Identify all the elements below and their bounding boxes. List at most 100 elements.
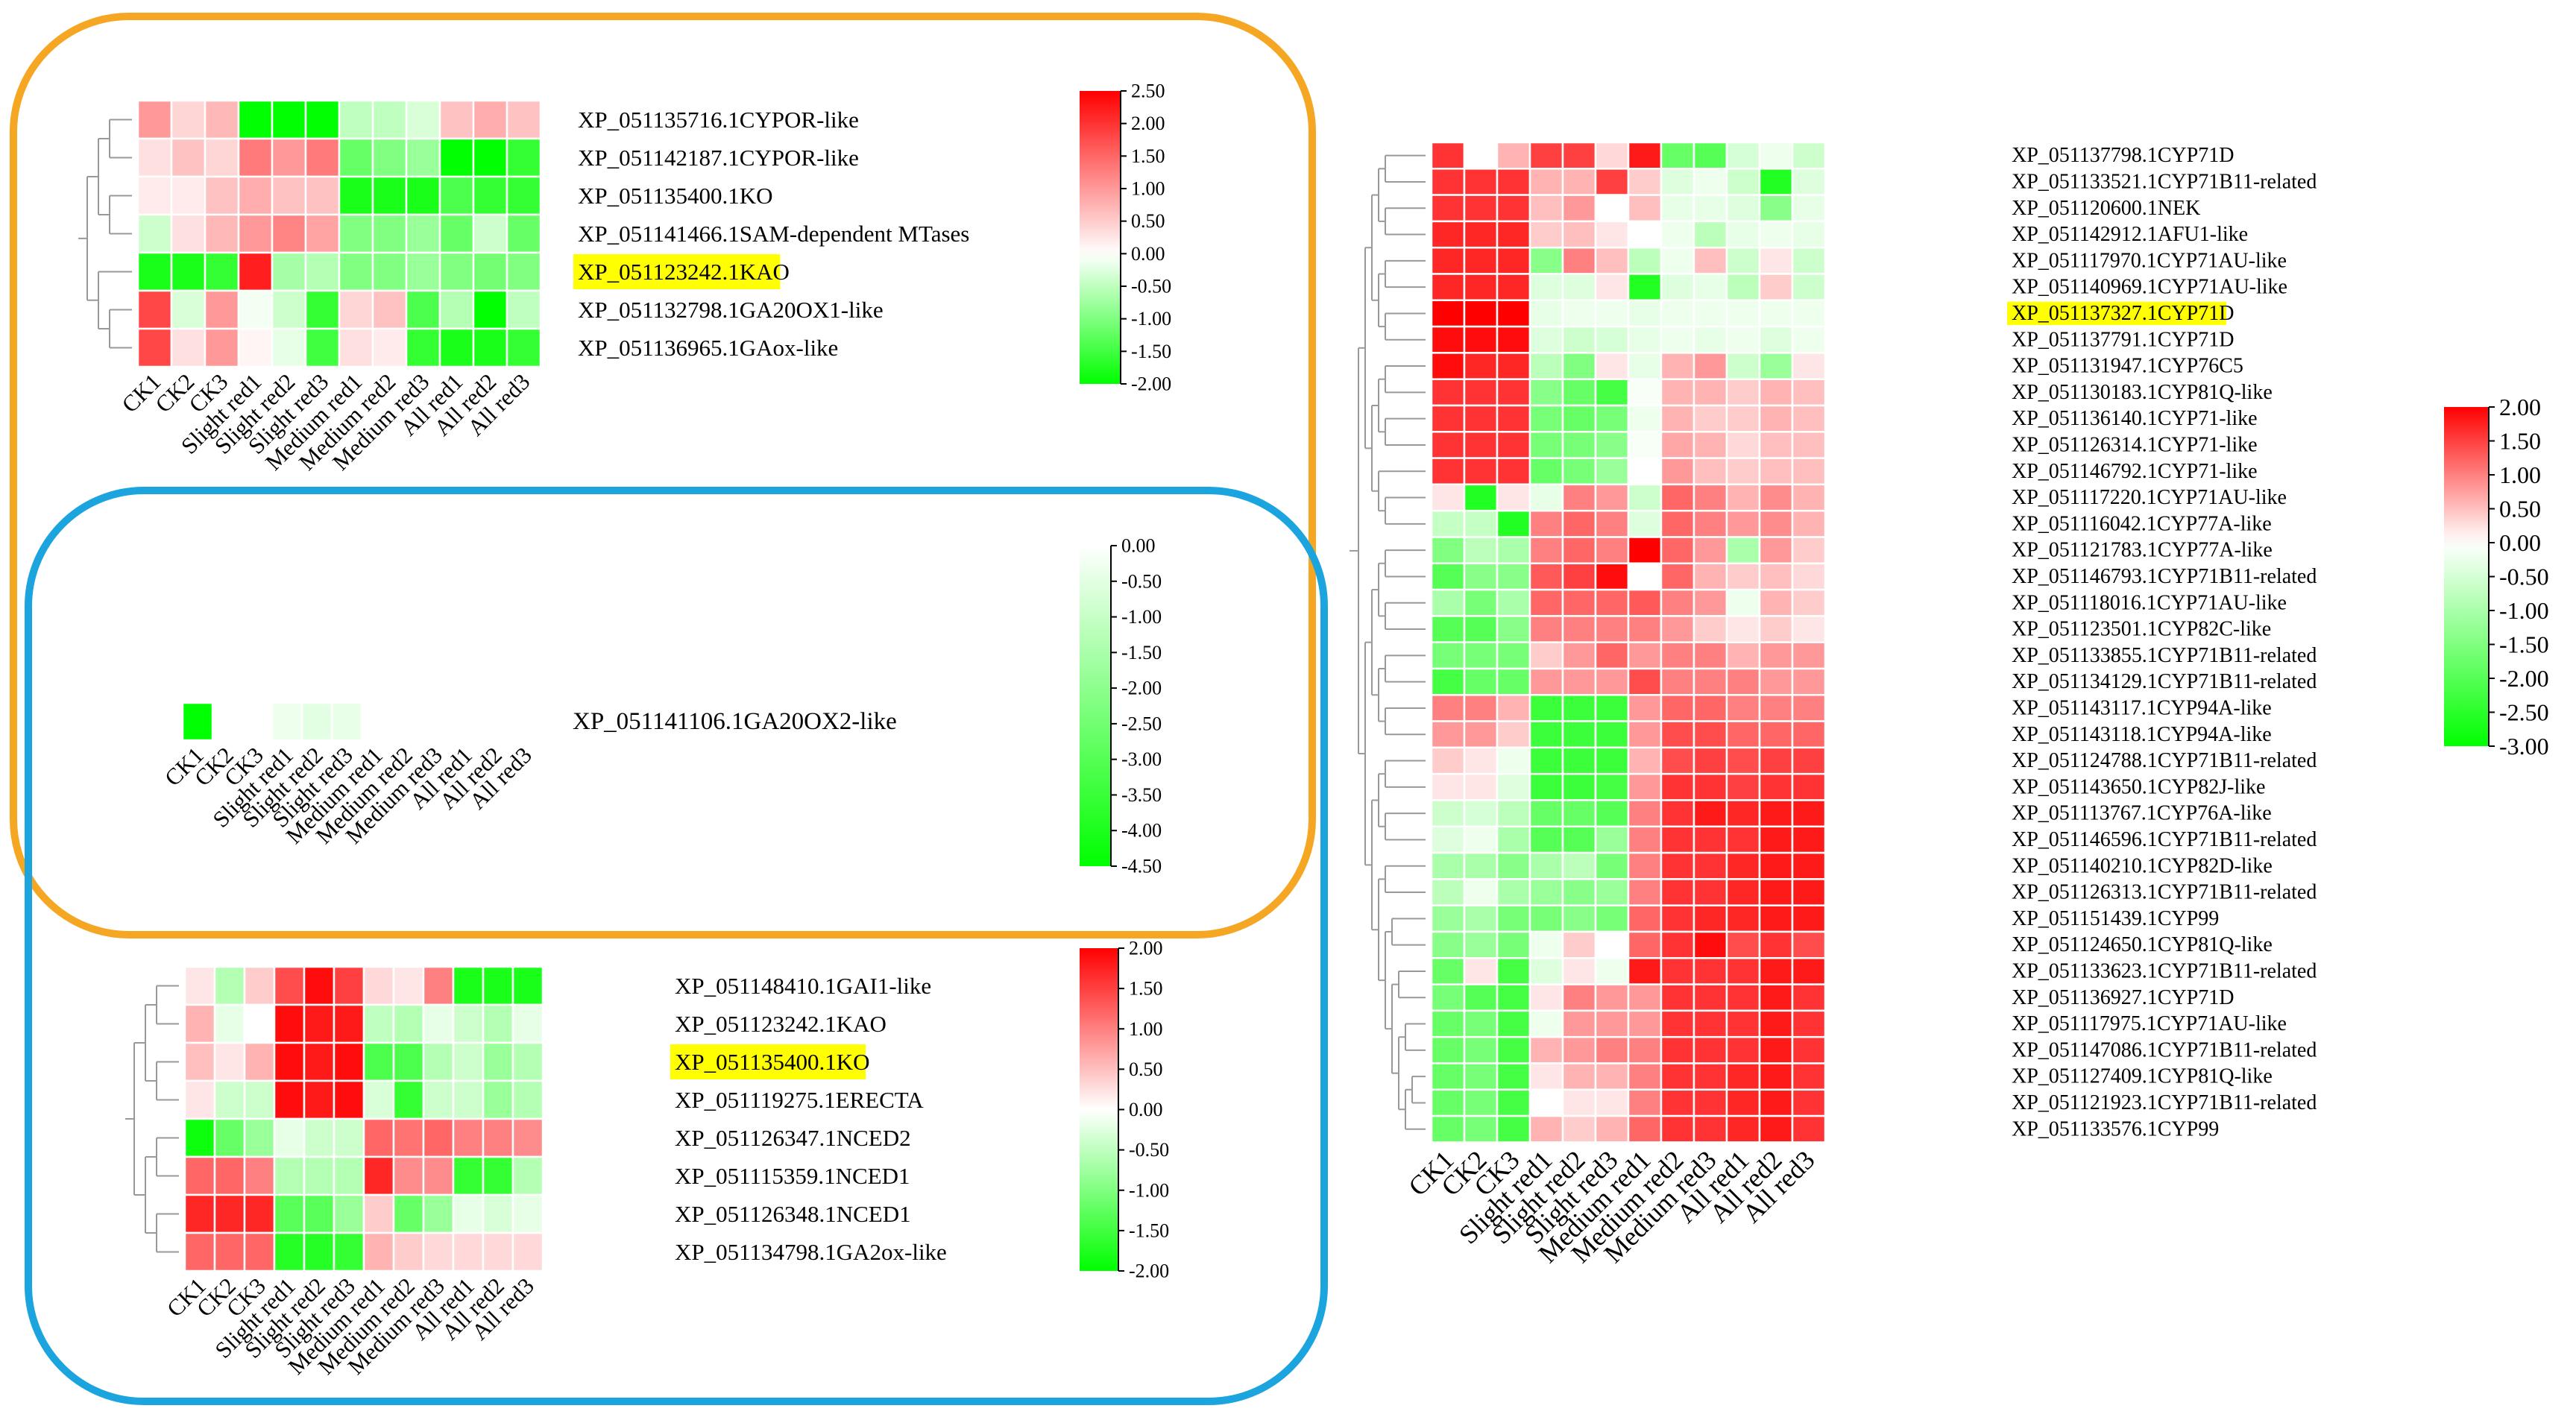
- row-label: XP_051140969.1CYP71AU-like: [2012, 276, 2287, 299]
- heatmap-cell: [1594, 536, 1630, 565]
- row-label: XP_051117975.1CYP71AU-like: [2012, 1012, 2287, 1035]
- heatmap-cell: [1496, 299, 1531, 328]
- heatmap-cell: [1561, 325, 1597, 354]
- heatmap-cell: [1430, 746, 1466, 775]
- row-label: XP_051123242.1KAO: [578, 259, 790, 285]
- heatmap-cell: [1561, 720, 1597, 749]
- color-scale-tick-label: -3.50: [1121, 784, 1162, 806]
- heatmap-cell: [1430, 509, 1466, 538]
- heatmap-cell: [1528, 352, 1564, 380]
- heatmap-cell: [1725, 325, 1761, 354]
- heatmap-cell: [136, 289, 173, 330]
- heatmap-cell: [452, 1041, 485, 1082]
- row-label: XP_051130183.1CYP81Q-like: [2012, 381, 2273, 404]
- color-scale-tick-label: 2.50: [1131, 81, 1165, 102]
- heatmap-cell: [1791, 325, 1827, 354]
- heatmap-cell: [1594, 1009, 1630, 1038]
- heatmap-cell: [1528, 378, 1564, 407]
- heatmap-cell: [183, 1117, 216, 1158]
- heatmap-cell: [1692, 246, 1728, 275]
- heatmap-cell: [1528, 720, 1564, 749]
- heatmap-cell: [1692, 694, 1728, 722]
- heatmap-cell: [1725, 509, 1761, 538]
- heatmap-cell: [1627, 536, 1663, 565]
- heatmap-cell: [1791, 299, 1827, 328]
- heatmap-cell: [371, 137, 408, 178]
- heatmap-cell: [1660, 1035, 1695, 1064]
- heatmap-cell: [1627, 851, 1663, 880]
- heatmap-cell: [1496, 1088, 1531, 1117]
- heatmap-cell: [1758, 588, 1794, 617]
- heatmap-cell: [1660, 772, 1695, 801]
- heatmap-cell: [1758, 562, 1794, 591]
- heatmap-cell: [482, 1079, 514, 1120]
- heatmap-cell: [1692, 431, 1728, 459]
- heatmap-cell: [1463, 378, 1499, 407]
- heatmap-cell: [1725, 772, 1761, 801]
- heatmap-cell: [1528, 1088, 1564, 1117]
- heatmap-cell: [1496, 483, 1531, 512]
- heatmap-cell: [452, 1155, 485, 1196]
- heatmap-cell: [1430, 1035, 1466, 1064]
- heatmap-cell: [1660, 1114, 1695, 1143]
- heatmap-cell: [1791, 483, 1827, 512]
- heatmap-cell: [1430, 1062, 1466, 1091]
- heatmap-cell: [1692, 1035, 1728, 1064]
- heatmap-cell: [506, 175, 542, 216]
- heatmap-cell: [1758, 431, 1794, 459]
- heatmap-cell: [1660, 431, 1695, 459]
- heatmap-cell: [1463, 957, 1499, 985]
- color-scale-tick-label: -1.00: [1131, 308, 1171, 329]
- heatmap-cell: [271, 137, 307, 178]
- heatmap-cell: [1692, 483, 1728, 512]
- heatmap-cell: [1430, 957, 1466, 985]
- heatmap-cell: [271, 213, 307, 254]
- heatmap-cell: [338, 213, 374, 254]
- heatmap-cell: [1528, 246, 1564, 275]
- heatmap-cell: [1627, 483, 1663, 512]
- heatmap-cell: [1528, 851, 1564, 880]
- heatmap-cell: [1627, 720, 1663, 749]
- row-label: XP_051118016.1CYP71AU-like: [2012, 591, 2287, 614]
- heatmap-cell: [338, 99, 374, 140]
- color-scale-tick-label: -1.50: [1131, 341, 1171, 362]
- heatmap-cell: [482, 1117, 514, 1158]
- heatmap-cell: [1791, 1062, 1827, 1091]
- heatmap-cell: [422, 1155, 455, 1196]
- heatmap-cell: [1725, 168, 1761, 196]
- heatmap-cell: [1791, 1088, 1827, 1117]
- heatmap-cell: [1528, 273, 1564, 302]
- heatmap-cell: [1692, 457, 1728, 486]
- heatmap-cell: [1627, 825, 1663, 854]
- heatmap-cell: [204, 327, 240, 368]
- heatmap-cell: [1725, 1062, 1761, 1091]
- heatmap-cell: [1594, 352, 1630, 380]
- heatmap-cell: [1528, 694, 1564, 722]
- heatmap-cell: [506, 251, 542, 292]
- row-label: XP_051134129.1CYP71B11-related: [2012, 670, 2317, 693]
- heatmap-cell: [1758, 825, 1794, 854]
- heatmap-cell: [511, 1003, 544, 1044]
- heatmap-cell: [1561, 904, 1597, 933]
- heatmap-cell: [136, 99, 173, 140]
- heatmap-cell: [438, 137, 475, 178]
- heatmap-cell: [183, 1231, 216, 1272]
- heatmap-cell: [1660, 562, 1695, 591]
- heatmap-cell: [136, 251, 173, 292]
- heatmap-cell: [1496, 220, 1531, 249]
- heatmap-cell: [1692, 168, 1728, 196]
- heatmap-cell: [1561, 825, 1597, 854]
- row-label: XP_051137791.1CYP71D: [2012, 328, 2234, 351]
- heatmap-cell: [1561, 957, 1597, 985]
- heatmap-cell: [405, 175, 441, 216]
- heatmap-cell: [1594, 431, 1630, 459]
- row-label: XP_051135400.1KO: [578, 183, 773, 209]
- heatmap-cell: [170, 137, 207, 178]
- heatmap-cell: [1561, 1062, 1597, 1091]
- heatmap-cell: [1791, 536, 1827, 565]
- row-label: XP_051142187.1CYPOR-like: [578, 145, 859, 171]
- heatmap-cell: [204, 251, 240, 292]
- heatmap-cell: [1758, 246, 1794, 275]
- heatmap-cell: [303, 1231, 336, 1272]
- heatmap-cell: [1725, 983, 1761, 1012]
